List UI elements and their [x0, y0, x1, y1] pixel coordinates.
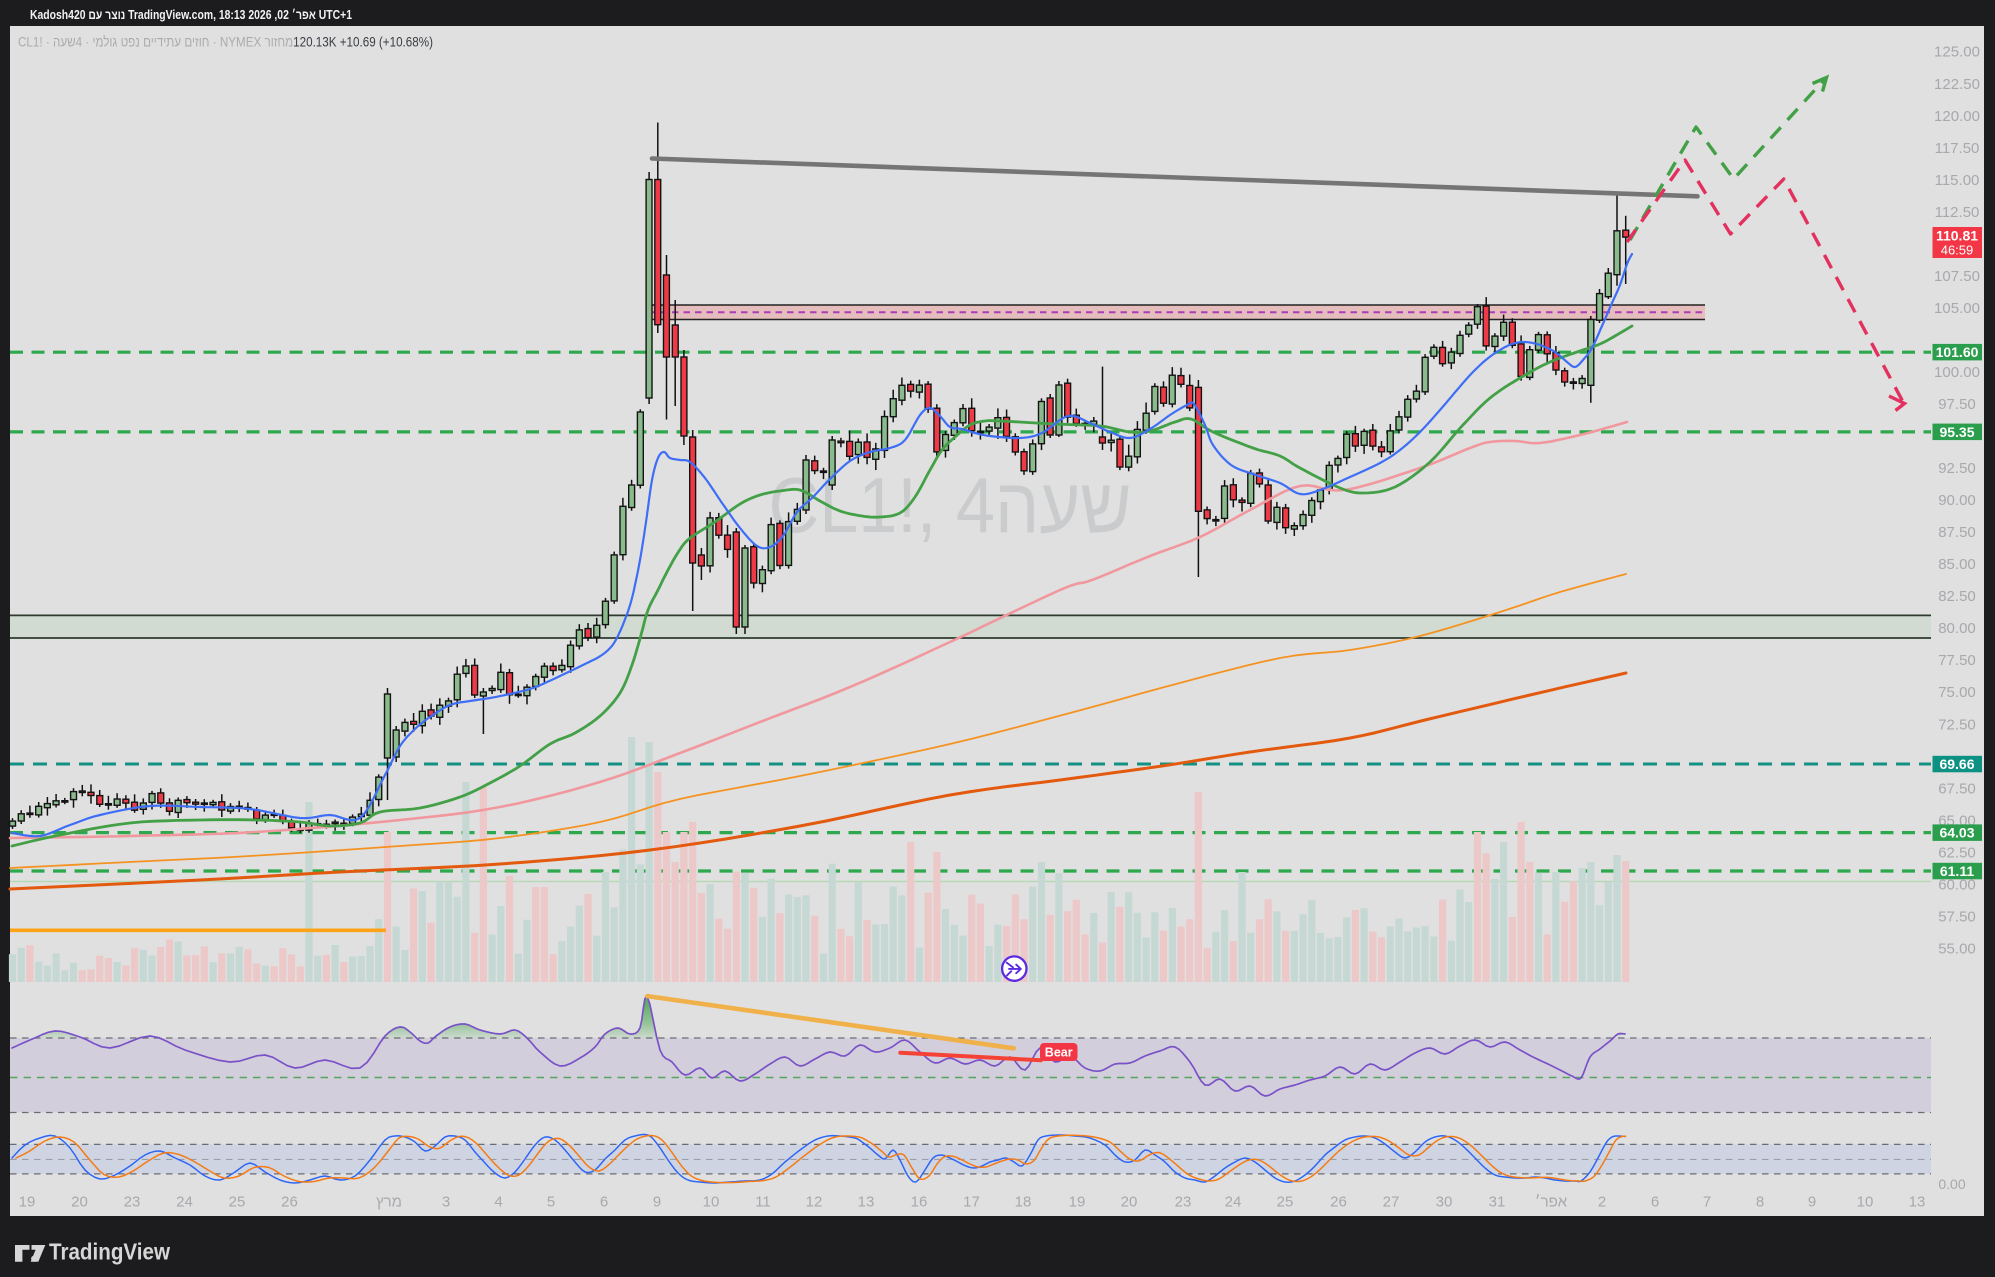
svg-text:62.50: 62.50 [1938, 844, 1976, 861]
svg-text:25: 25 [1277, 1194, 1294, 1211]
svg-text:7: 7 [1703, 1194, 1711, 1211]
svg-text:80.00: 80.00 [1938, 620, 1976, 637]
svg-text:20: 20 [71, 1194, 88, 1211]
svg-text:69.66: 69.66 [1939, 756, 1974, 772]
svg-text:85.00: 85.00 [1938, 556, 1976, 573]
svg-text:26: 26 [281, 1194, 298, 1211]
svg-text:55.00: 55.00 [1938, 940, 1976, 957]
svg-text:57.50: 57.50 [1938, 908, 1976, 925]
svg-text:מרץ: מרץ [376, 1194, 402, 1211]
svg-text:112.50: 112.50 [1935, 204, 1980, 221]
svg-text:18: 18 [1015, 1194, 1032, 1211]
svg-text:9: 9 [1808, 1194, 1816, 1211]
svg-text:2: 2 [1598, 1194, 1606, 1211]
svg-text:11: 11 [755, 1194, 771, 1211]
svg-text:117.50: 117.50 [1935, 140, 1980, 157]
svg-text:19: 19 [19, 1194, 36, 1211]
svg-text:10: 10 [703, 1194, 720, 1211]
svg-text:4: 4 [494, 1194, 502, 1211]
svg-text:67.50: 67.50 [1938, 780, 1976, 797]
svg-text:13: 13 [858, 1194, 875, 1211]
svg-text:19: 19 [1069, 1194, 1086, 1211]
svg-text:24: 24 [176, 1194, 193, 1211]
svg-text:16: 16 [911, 1194, 928, 1211]
svg-text:97.50: 97.50 [1938, 396, 1976, 413]
svg-text:0.00: 0.00 [1938, 1176, 1965, 1192]
svg-text:92.50: 92.50 [1938, 460, 1976, 477]
svg-text:25: 25 [229, 1194, 246, 1211]
svg-text:122.50: 122.50 [1934, 76, 1980, 93]
svg-text:110.81: 110.81 [1936, 228, 1978, 244]
svg-text:6: 6 [600, 1194, 608, 1211]
svg-text:107.50: 107.50 [1934, 268, 1980, 285]
svg-text:6: 6 [1651, 1194, 1659, 1211]
svg-text:Bear: Bear [1045, 1046, 1073, 1060]
svg-text:125.00: 125.00 [1934, 44, 1980, 61]
svg-text:75.00: 75.00 [1938, 684, 1976, 701]
svg-text:3: 3 [442, 1194, 450, 1211]
svg-text:23: 23 [1175, 1194, 1192, 1211]
svg-text:77.50: 77.50 [1938, 652, 1976, 669]
svg-text:115.00: 115.00 [1935, 172, 1980, 189]
svg-text:Kadosh420 עם‎ נוצר‎ TradingVie: Kadosh420 עם‎ נוצר‎ TradingView.com, 18:… [30, 8, 352, 22]
svg-text:72.50: 72.50 [1938, 716, 1976, 733]
svg-text:12: 12 [806, 1194, 823, 1211]
svg-text:61.11: 61.11 [1940, 863, 1974, 879]
svg-text:95.35: 95.35 [1939, 424, 1974, 440]
svg-text:24: 24 [1225, 1194, 1242, 1211]
svg-text:64.03: 64.03 [1939, 825, 1974, 841]
svg-text:13: 13 [1909, 1194, 1926, 1211]
svg-text:20: 20 [1121, 1194, 1138, 1211]
svg-text:120.00: 120.00 [1934, 108, 1980, 125]
svg-text:5: 5 [547, 1194, 555, 1211]
svg-text:60.00: 60.00 [1938, 876, 1976, 893]
svg-text:46:59: 46:59 [1941, 243, 1974, 258]
svg-text:87.50: 87.50 [1938, 524, 1976, 541]
svg-text:CL1! · שעה‎4 · גולמי‎ נפט‎ עתי: CL1! · שעה‎4 · גולמי‎ נפט‎ עתידיים‎ חוזי… [18, 34, 433, 50]
svg-text:17: 17 [963, 1194, 980, 1211]
svg-text:90.00: 90.00 [1938, 492, 1976, 509]
svg-text:31: 31 [1489, 1194, 1506, 1211]
svg-text:30: 30 [1436, 1194, 1453, 1211]
svg-text:10: 10 [1857, 1194, 1874, 1211]
svg-text:82.50: 82.50 [1938, 588, 1976, 605]
svg-text:100.00: 100.00 [1934, 364, 1980, 381]
svg-text:אפר׳: אפר׳ [1535, 1194, 1568, 1211]
svg-text:27: 27 [1383, 1194, 1400, 1211]
svg-text:26: 26 [1330, 1194, 1347, 1211]
svg-text:23: 23 [124, 1194, 141, 1211]
svg-text:105.00: 105.00 [1934, 300, 1980, 317]
svg-text:9: 9 [653, 1194, 661, 1211]
svg-text:TradingView: TradingView [49, 1239, 171, 1265]
svg-text:8: 8 [1756, 1194, 1764, 1211]
svg-text:101.60: 101.60 [1936, 344, 1979, 360]
